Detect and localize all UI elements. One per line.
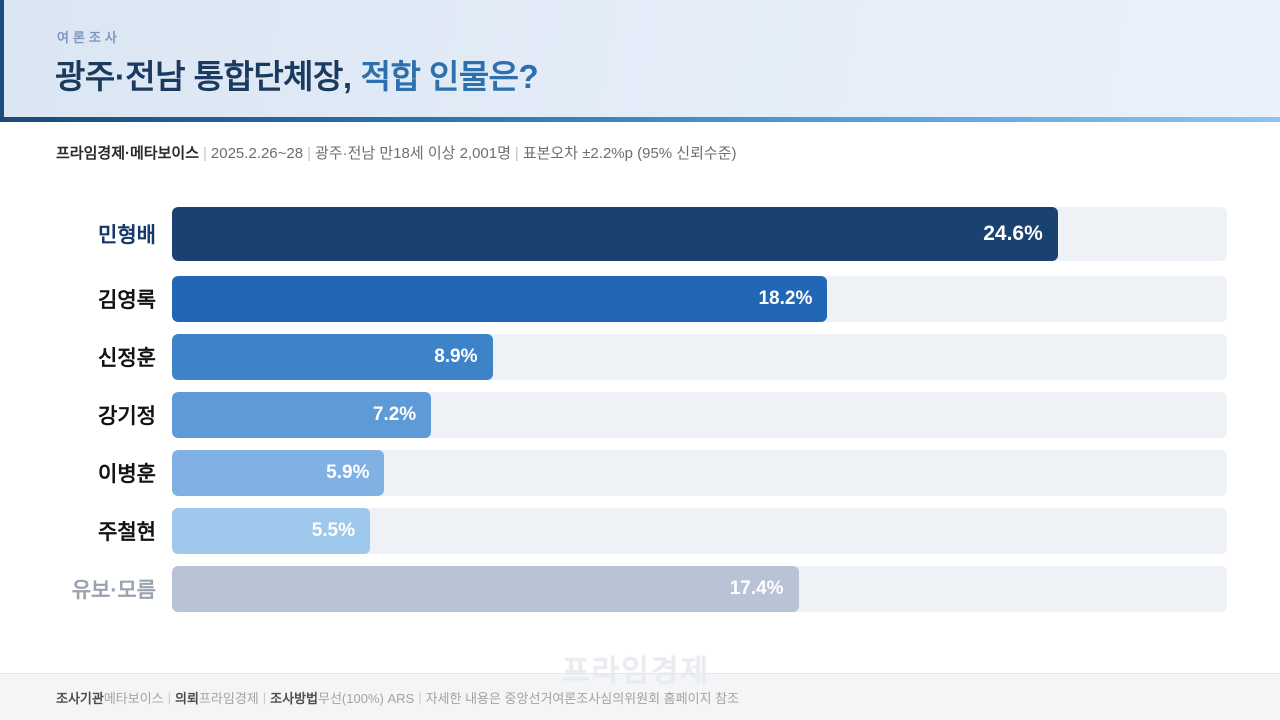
text-segment: 프라임경제 bbox=[198, 690, 259, 706]
chart-row: 주철현 5.5% bbox=[56, 508, 1227, 554]
candidate-label: 강기정 bbox=[98, 405, 156, 428]
separator: | bbox=[307, 145, 311, 162]
text-segment: 자세한 내용은 중앙선거여론조사심의위원회 홈페이지 참조 bbox=[425, 690, 740, 706]
page-title-main: 광주·전남 통합단체장, bbox=[55, 58, 352, 95]
header-left-accent bbox=[0, 0, 4, 117]
page-title-accent: 적합 인물은? bbox=[360, 58, 539, 95]
candidate-label: 이병훈 bbox=[98, 463, 156, 486]
candidate-label: 유보·모름 bbox=[71, 579, 156, 602]
header: 여론조사 광주·전남 통합단체장, 적합 인물은? bbox=[0, 0, 1280, 117]
horizontal-bar-chart: 민형배 24.6% 김영록 18.2% 신정훈 8.9% 강기정 bbox=[56, 207, 1227, 624]
footer-disclosure: 조사기관 메타보이스 | 의뢰 프라임경제 | 조사방법 무선(100%) ARS | 자세… bbox=[0, 673, 1280, 720]
chart-row: 민형배 24.6% bbox=[56, 207, 1227, 261]
value-label: 24.6% bbox=[983, 222, 1043, 245]
page-title: 광주·전남 통합단체장, 적합 인물은? bbox=[55, 50, 539, 98]
bar: 17.4% bbox=[172, 566, 799, 612]
value-label: 17.4% bbox=[729, 578, 784, 599]
text-segment: 의뢰 bbox=[175, 690, 199, 706]
bar: 7.2% bbox=[172, 392, 432, 438]
text-segment: 표본오차 ±2.2%p (95% 신뢰수준) bbox=[522, 145, 737, 162]
bar: 5.9% bbox=[172, 450, 385, 496]
text-segment: 광주·전남 만18세 이상 2,001명 bbox=[315, 145, 511, 162]
separator: | bbox=[167, 689, 172, 705]
bar: 24.6% bbox=[172, 207, 1058, 261]
text-segment: 무선(100%) ARS bbox=[318, 690, 415, 706]
text-segment: 조사방법 bbox=[270, 690, 319, 706]
bar: 8.9% bbox=[172, 334, 493, 380]
separator: | bbox=[262, 689, 267, 705]
chart-row: 김영록 18.2% bbox=[56, 276, 1227, 322]
text-segment: 조사기관 bbox=[56, 690, 104, 706]
candidate-label: 김영록 bbox=[98, 289, 156, 312]
bar: 5.5% bbox=[172, 508, 371, 554]
value-label: 8.9% bbox=[434, 346, 478, 367]
text-segment: 메타보이스 bbox=[103, 690, 164, 706]
eyebrow-label: 여론조사 bbox=[57, 30, 121, 45]
value-label: 5.9% bbox=[326, 462, 370, 483]
chart-row: 신정훈 8.9% bbox=[56, 334, 1227, 380]
bar-track: 18.2% bbox=[172, 276, 1227, 322]
header-divider bbox=[0, 117, 1280, 122]
text-segment: 프라임경제·메타보이스 bbox=[56, 145, 199, 162]
bar-track: 24.6% bbox=[172, 207, 1227, 261]
bar: 18.2% bbox=[172, 276, 828, 322]
bar-track: 7.2% bbox=[172, 392, 1227, 438]
candidate-label: 주철현 bbox=[98, 521, 156, 544]
candidate-label: 민형배 bbox=[98, 224, 156, 247]
bar-track: 5.5% bbox=[172, 508, 1227, 554]
value-label: 18.2% bbox=[758, 288, 813, 309]
value-label: 7.2% bbox=[372, 404, 417, 425]
bar-track: 8.9% bbox=[172, 334, 1227, 380]
survey-method-line: 프라임경제·메타보이스 | 2025.2.26~28 | 광주·전남 만18세 이상 2… bbox=[56, 142, 1226, 163]
chart-row: 강기정 7.2% bbox=[56, 392, 1227, 438]
chart-row: 유보·모름 17.4% bbox=[56, 566, 1227, 612]
value-label: 5.5% bbox=[311, 520, 356, 541]
separator: | bbox=[418, 689, 422, 705]
separator: | bbox=[203, 145, 207, 162]
text-segment: 2025.2.26~28 bbox=[210, 145, 304, 162]
bar-track: 5.9% bbox=[172, 450, 1227, 496]
separator: | bbox=[514, 145, 519, 162]
chart-row: 이병훈 5.9% bbox=[56, 450, 1227, 496]
bar-track: 17.4% bbox=[172, 566, 1227, 612]
candidate-label: 신정훈 bbox=[98, 347, 156, 370]
